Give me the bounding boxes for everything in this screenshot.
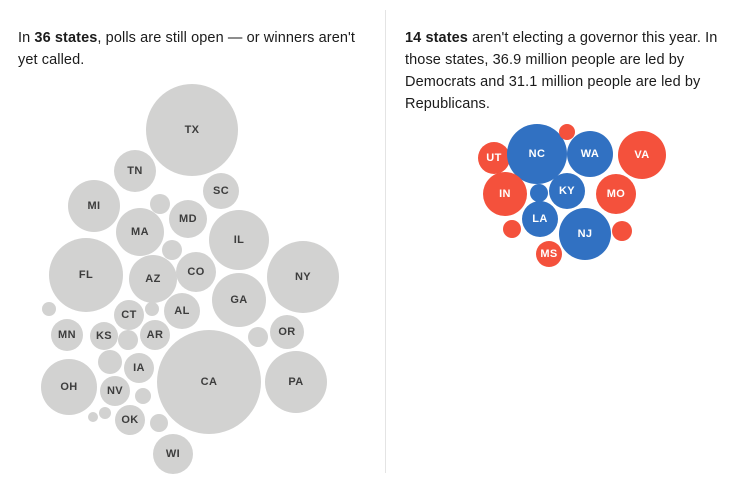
state-label: CA [200, 375, 218, 388]
state-bubble-ma: MA [116, 208, 164, 256]
state-label: WI [165, 447, 181, 460]
state-label: OH [60, 380, 78, 393]
state-label: NY [294, 270, 312, 283]
state-bubble-sc: SC [203, 173, 239, 209]
state-bubble-md: MD [169, 200, 207, 238]
no-election-states-panel: 14 states aren't electing a governor thi… [386, 0, 750, 489]
caption-text-post: , polls are still open — or winners aren… [18, 29, 356, 68]
state-label: AL [174, 304, 190, 317]
state-bubble-small [118, 330, 138, 350]
state-label: VA [634, 148, 650, 161]
state-label: TN [127, 164, 143, 177]
no-election-states-caption: 14 states aren't electing a governor thi… [405, 27, 737, 115]
state-bubble-nc: NC [507, 124, 567, 184]
state-bubble-oh: OH [41, 359, 97, 415]
state-bubble-tx: TX [146, 84, 238, 176]
state-bubble-or: OR [270, 315, 304, 349]
state-bubble-al: AL [164, 293, 200, 329]
state-bubble-mn: MN [51, 319, 83, 351]
undecided-states-caption: In 36 states, polls are still open — or … [18, 27, 363, 71]
state-bubble-ga: GA [212, 273, 266, 327]
state-label: AR [146, 328, 164, 341]
state-bubble-small [248, 327, 268, 347]
state-bubble-small [135, 388, 151, 404]
state-bubble-ky: KY [549, 173, 585, 209]
state-bubble-small [530, 184, 548, 202]
state-bubble-ok: OK [115, 405, 145, 435]
state-bubble-ar: AR [140, 320, 170, 350]
state-bubble-tn: TN [114, 150, 156, 192]
state-bubble-mo: MO [596, 174, 636, 214]
state-bubble-il: IL [209, 210, 269, 270]
state-bubble-nj: NJ [559, 208, 611, 260]
caption-text-pre: In [18, 29, 35, 46]
state-bubble-ia: IA [124, 353, 154, 383]
state-label: MD [179, 212, 197, 225]
state-label: CO [187, 265, 205, 278]
no-election-states-bubble-chart: UT NC WA VA IN KY MO LA NJ MS [386, 0, 750, 489]
state-label: GA [230, 293, 248, 306]
state-bubble-small [150, 414, 168, 432]
state-bubble-small [145, 302, 159, 316]
state-label: CT [121, 308, 137, 321]
state-bubble-ca: CA [157, 330, 261, 434]
undecided-states-bubble-chart: TX TN MI SC MD MA IL FL AZ CO NY GA CT AL MN KS AR OR IA OH… [41, 84, 339, 474]
state-label: WA [580, 147, 600, 160]
state-label: NV [106, 384, 124, 397]
state-bubble-la: LA [522, 201, 558, 237]
caption-text-post: aren't electing a governor this year. In… [405, 29, 718, 112]
state-label: MN [58, 328, 76, 341]
state-bubble-small [559, 124, 575, 140]
state-bubble-small [162, 240, 182, 260]
state-label: IL [233, 233, 245, 246]
state-label: MA [131, 225, 149, 238]
state-label: TX [184, 123, 200, 136]
state-count-emphasis: 36 states [34, 29, 98, 46]
state-bubble-small [98, 350, 122, 374]
state-label: MO [606, 187, 626, 200]
state-bubble-nv: NV [100, 376, 130, 406]
state-bubble-wa: WA [567, 131, 613, 177]
panel-divider [385, 10, 386, 473]
state-bubble-ny: NY [267, 241, 339, 313]
state-bubble-ct: CT [114, 300, 144, 330]
state-bubble-small [88, 412, 98, 422]
state-bubble-in: IN [483, 172, 527, 216]
state-label: UT [486, 151, 502, 164]
state-bubble-fl: FL [49, 238, 123, 312]
state-bubble-mi: MI [68, 180, 120, 232]
state-label: SC [212, 184, 230, 197]
state-label: MI [87, 199, 101, 212]
state-bubble-pa: PA [265, 351, 327, 413]
state-bubble-co: CO [176, 252, 216, 292]
state-bubble-wi: WI [153, 434, 193, 474]
state-bubble-small [503, 220, 521, 238]
state-label: OK [121, 413, 139, 426]
state-label: OR [278, 325, 296, 338]
state-label: KS [95, 329, 113, 342]
state-bubble-az: AZ [129, 255, 177, 303]
state-bubble-ms: MS [536, 241, 562, 267]
undecided-states-panel: In 36 states, polls are still open — or … [18, 27, 363, 474]
state-label: FL [78, 268, 94, 281]
state-label: IA [133, 361, 145, 374]
state-label: KY [558, 184, 576, 197]
state-label: PA [288, 375, 304, 388]
state-label: NC [528, 147, 546, 160]
state-label: MS [540, 247, 558, 260]
state-count-emphasis: 14 states [405, 29, 468, 46]
state-bubble-small [612, 221, 632, 241]
state-bubble-small [99, 407, 111, 419]
state-label: AZ [145, 272, 161, 285]
state-label: IN [499, 187, 511, 200]
state-bubble-ut: UT [478, 142, 510, 174]
state-bubble-small [42, 302, 56, 316]
state-bubble-va: VA [618, 131, 666, 179]
state-bubble-ks: KS [90, 322, 118, 350]
state-label: NJ [577, 227, 593, 240]
state-bubble-small [150, 194, 170, 214]
state-label: LA [532, 212, 548, 225]
